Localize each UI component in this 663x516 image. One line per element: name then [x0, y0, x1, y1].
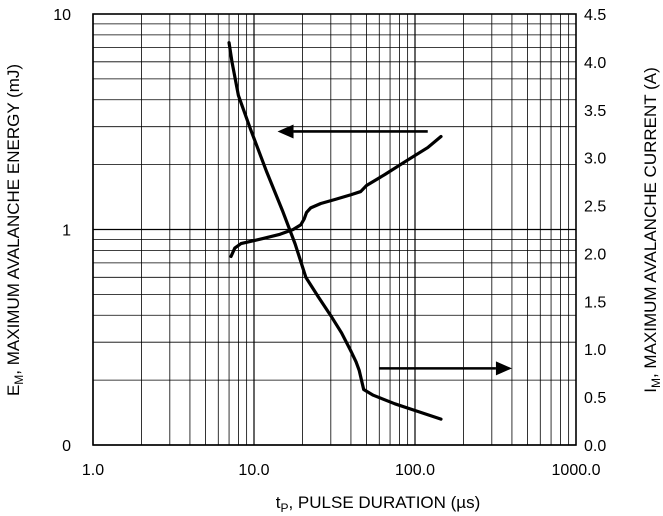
- right-axis-tick-labels: 0.0 0.5 1.0 1.5 2.0 2.5 3.0 3.5 4.0 4.5: [584, 7, 606, 455]
- x-axis-title-rest: , PULSE DURATION (µs): [288, 493, 480, 512]
- x-tick-label: 100.0: [395, 462, 435, 479]
- left-axis-title-main: E: [4, 385, 23, 396]
- right-tick-label: 1.0: [584, 342, 606, 359]
- left-tick-label: 0: [62, 438, 71, 455]
- right-tick-label: 1.5: [584, 294, 606, 311]
- arrow-annotations: [277, 124, 512, 376]
- left-tick-label: 10: [53, 7, 71, 24]
- current-curve: [227, 41, 443, 421]
- right-axis-title-rest: , MAXIMUM AVALANCHE CURRENT (A): [641, 67, 660, 378]
- left-axis-tick-labels: 0 1 10: [53, 7, 71, 455]
- right-tick-label: 3.0: [584, 151, 606, 168]
- energy-curve: [229, 134, 443, 259]
- x-tick-label: 1000.0: [552, 462, 601, 479]
- x-axis-title-subscript: P: [280, 501, 288, 515]
- right-tick-label: 4.5: [584, 7, 606, 24]
- x-axis-title: tP, PULSE DURATION (µs): [276, 493, 481, 515]
- data-series: [227, 41, 443, 421]
- right-axis-title-subscript: M: [649, 378, 663, 388]
- arrow-head: [277, 124, 294, 139]
- right-tick-label: 2.0: [584, 246, 606, 263]
- right-tick-label: 3.5: [584, 103, 606, 120]
- x-tick-label: 1.0: [82, 462, 104, 479]
- right-tick-label: 0.5: [584, 390, 606, 407]
- left-axis-title-subscript: M: [12, 375, 26, 385]
- plot-area-frame: [92, 13, 577, 446]
- arrow-head: [495, 361, 512, 376]
- x-axis-title-main: t: [276, 493, 281, 512]
- right-axis-title-main: I: [641, 388, 660, 393]
- left-tick-label: 1: [62, 223, 71, 240]
- left-axis-title: EM, MAXIMUM AVALANCHE ENERGY (mJ): [4, 64, 26, 396]
- right-tick-label: 2.5: [584, 199, 606, 216]
- x-axis-tick-labels: 1.0 10.0 100.0 1000.0: [82, 462, 601, 479]
- left-axis-title-rest: , MAXIMUM AVALANCHE ENERGY (mJ): [4, 64, 23, 375]
- right-tick-label: 0.0: [584, 438, 606, 455]
- right-axis-title: IM, MAXIMUM AVALANCHE CURRENT (A): [641, 67, 663, 393]
- right-tick-label: 4.0: [584, 55, 606, 72]
- x-tick-label: 10.0: [238, 462, 269, 479]
